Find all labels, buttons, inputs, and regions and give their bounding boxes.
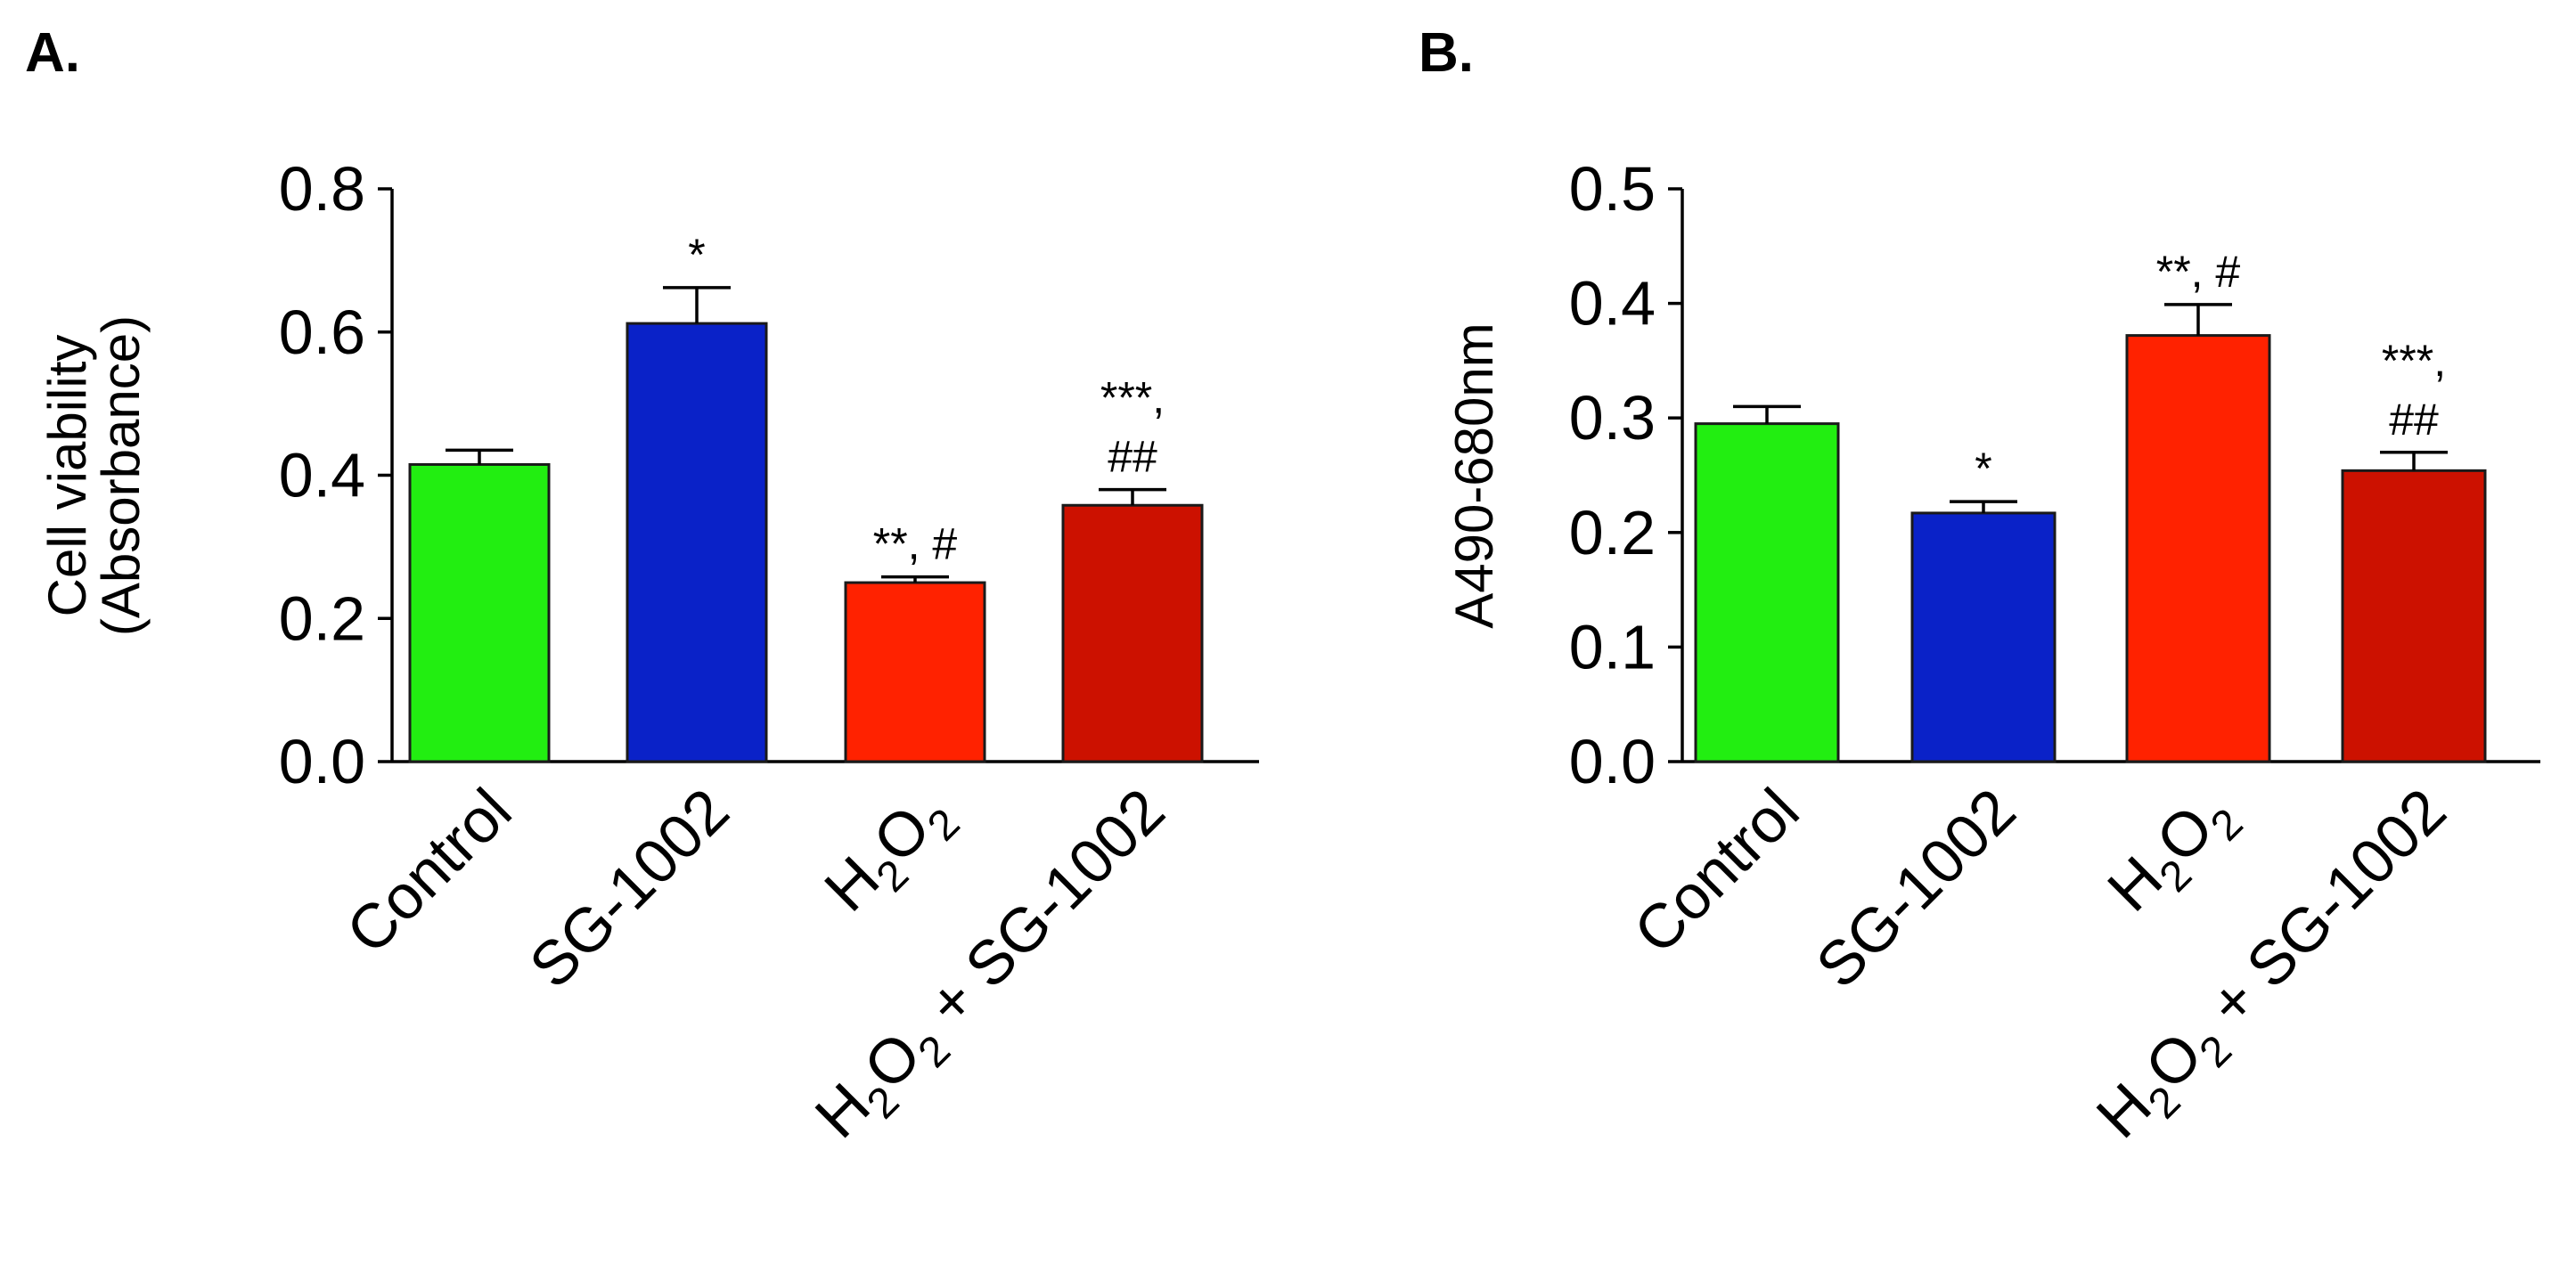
panel-b-y-tick-label: 0.2 [1569,498,1656,567]
panel-b-significance-label: ***, [2382,336,2446,386]
panel-b-category-label: SG-1002 [1803,775,2028,1000]
panel-a-significance-label: ## [1108,432,1157,482]
panel-b-bar [2125,334,2271,763]
panel-a-bar [1061,503,1204,763]
panel-a-y-axis-title: Cell viability [37,335,97,617]
panel-a-significance-label: **, # [873,519,958,569]
panel-a-significance-label: * [688,230,705,280]
panel-b-y-tick-label: 0.4 [1569,269,1656,338]
panel-a-y-tick-label: 0.4 [279,441,365,510]
panel-b-y-tick-label: 0.5 [1569,154,1656,224]
panel-b-significance-label: * [1975,444,1991,493]
panel-b-bar [1694,422,1840,763]
panel-a-label: A. [25,22,80,84]
panel-b-label: B. [1419,22,1474,84]
panel-a-bar [626,322,768,763]
panel-b-bar [2341,469,2487,763]
panel-b-category-label: H2O2 [2094,775,2252,933]
panel-b-y-tick-label: 0.3 [1569,383,1656,453]
panel-a-y-tick-label: 0.8 [279,154,365,224]
panel-a-significance-label: ***, [1100,373,1165,423]
panel-b-category-label: H2O2 + SG-1002 [2083,775,2468,1160]
panel-a-bar [844,581,986,763]
panel-b-y-tick-label: 0.0 [1569,727,1656,796]
panel-a-y-axis-title: (Absorbance) [91,315,151,636]
panel-a-y-tick-label: 0.2 [279,583,365,653]
panel-b-category-label: Control [1621,775,1812,966]
panel-b-bar [1910,511,2057,763]
panel-a-category-label: Control [333,775,525,966]
panel-a-category-label: SG-1002 [516,775,741,1000]
panel-b-y-tick-label: 0.1 [1569,612,1656,681]
panel-a-category-label: H2O2 [811,775,969,933]
panel-b-y-axis-title: A490-680nm [1444,322,1504,629]
panel-a-chart: A. Cell viability(Absorbance) 0.0 0.2 0.4 0.6… [25,22,1259,1160]
panel-a-y-tick-label: 0.0 [279,727,365,796]
panel-a-bar [408,462,551,763]
panel-b-significance-label: ## [2389,395,2439,444]
panel-a-category-label: H2O2 + SG-1002 [802,775,1187,1160]
panel-b-chart: B. A490-680nm 0.0 0.1 0.2 0.3 0.4 0.5 * **, # ***,… [1419,22,2540,1160]
panel-a-y-tick-label: 0.6 [279,298,365,367]
panel-b-significance-label: **, # [2156,247,2241,297]
